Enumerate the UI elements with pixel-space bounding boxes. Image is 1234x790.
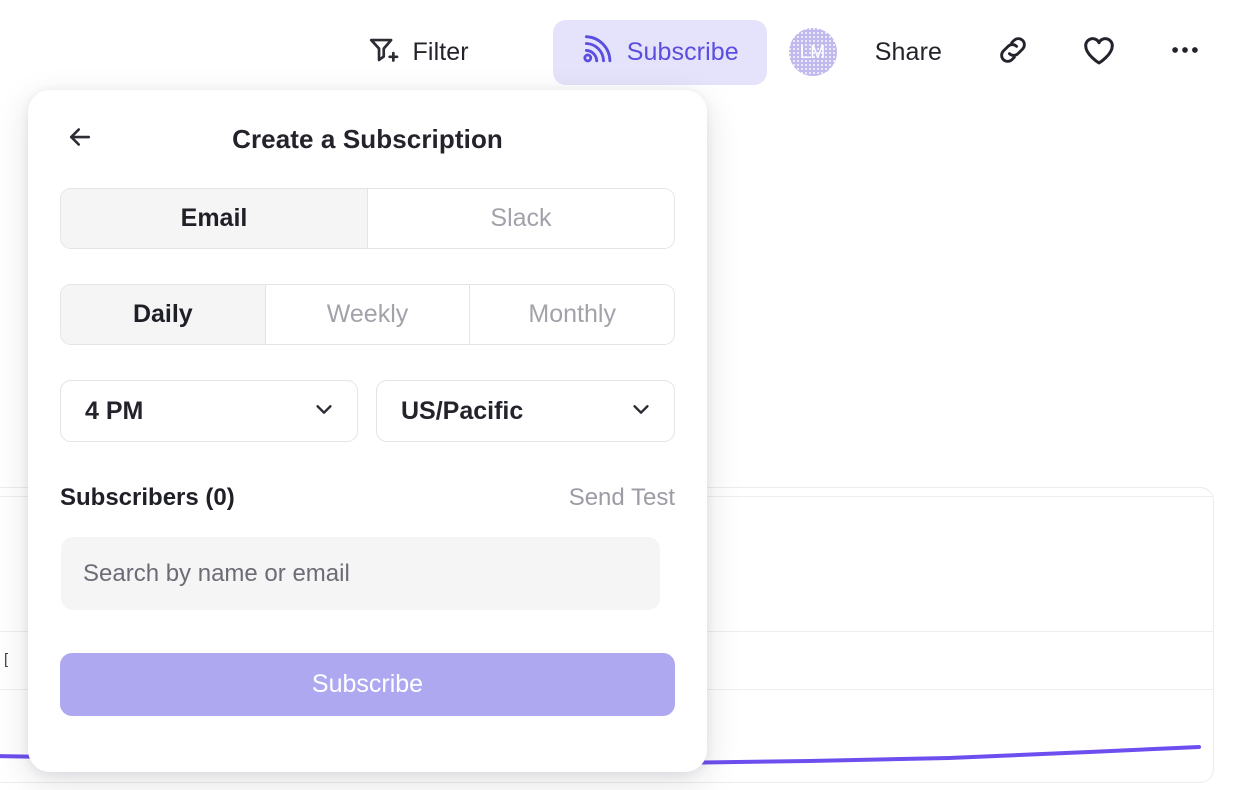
- subscribe-label: Subscribe: [626, 37, 739, 66]
- share-label: Share: [874, 37, 942, 66]
- rss-icon: [579, 33, 613, 72]
- filter-label: Filter: [412, 37, 469, 66]
- channel-tabs: Email Slack: [60, 188, 675, 249]
- avatar-initials: LM: [799, 41, 826, 62]
- arrow-left-icon: [65, 122, 95, 157]
- frequency-tabs: Daily Weekly Monthly: [60, 284, 675, 345]
- tab-slack[interactable]: Slack: [368, 189, 674, 248]
- chart-axis-label: w [: [0, 651, 9, 668]
- schedule-row: 4 PM US/Pacific: [60, 380, 675, 442]
- create-subscription-modal: Create a Subscription Email Slack Daily …: [28, 90, 707, 772]
- subscribers-label: Subscribers (0): [60, 484, 235, 511]
- copy-link-button[interactable]: [990, 29, 1036, 75]
- subscribe-pill-button[interactable]: Subscribe: [552, 19, 767, 85]
- filter-plus-icon: [367, 33, 401, 72]
- subscribe-submit-button[interactable]: Subscribe: [60, 653, 675, 716]
- tab-daily[interactable]: Daily: [61, 285, 266, 344]
- top-toolbar: Filter Subscribe LM Share: [0, 0, 1234, 104]
- timezone-select[interactable]: US/Pacific: [376, 380, 675, 442]
- modal-header: Create a Subscription: [60, 90, 675, 188]
- share-button[interactable]: Share: [875, 38, 942, 67]
- send-test-button[interactable]: Send Test: [568, 484, 675, 511]
- heart-icon: [1080, 31, 1118, 74]
- timezone-select-value: US/Pacific: [401, 396, 524, 425]
- link-icon: [995, 32, 1031, 73]
- subscriber-search-input[interactable]: [61, 537, 660, 610]
- chevron-down-icon: [630, 398, 652, 425]
- tab-email[interactable]: Email: [61, 189, 368, 248]
- avatar[interactable]: LM: [788, 28, 837, 76]
- filter-button[interactable]: Filter: [367, 33, 469, 72]
- subscribers-row: Subscribers (0) Send Test: [60, 484, 675, 512]
- favorite-button[interactable]: [1076, 29, 1122, 75]
- modal-title: Create a Subscription: [232, 123, 503, 154]
- back-button[interactable]: [60, 119, 100, 159]
- more-options-button[interactable]: [1162, 29, 1208, 75]
- time-select-value: 4 PM: [85, 396, 144, 425]
- tab-monthly[interactable]: Monthly: [470, 285, 674, 344]
- ellipsis-icon: [1167, 32, 1203, 73]
- time-select[interactable]: 4 PM: [60, 380, 358, 442]
- tab-weekly[interactable]: Weekly: [265, 285, 471, 344]
- chevron-down-icon: [313, 398, 335, 425]
